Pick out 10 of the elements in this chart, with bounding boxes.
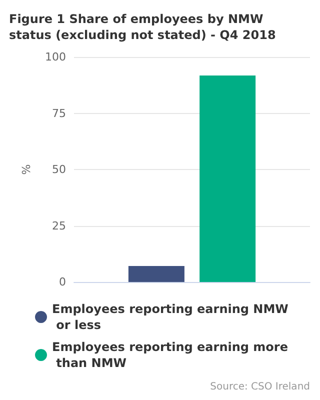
legend-label: Employees reporting earning NMW or less <box>52 302 288 332</box>
y-tick-label: 25 <box>52 219 66 232</box>
y-tick-label: 100 <box>45 50 66 64</box>
chart-title: Figure 1 Share of employees by NMW status (excluding not stated) - Q4 2018 <box>9 12 276 42</box>
legend-label: Employees reporting earning more than NMW <box>52 340 288 370</box>
source-note: Source: CSO Ireland <box>210 382 310 392</box>
y-axis-title: % <box>20 164 33 175</box>
y-tick-label: 0 <box>59 276 66 288</box>
y-tick-label: 75 <box>52 106 66 120</box>
y-tick-label: 50 <box>52 163 66 176</box>
